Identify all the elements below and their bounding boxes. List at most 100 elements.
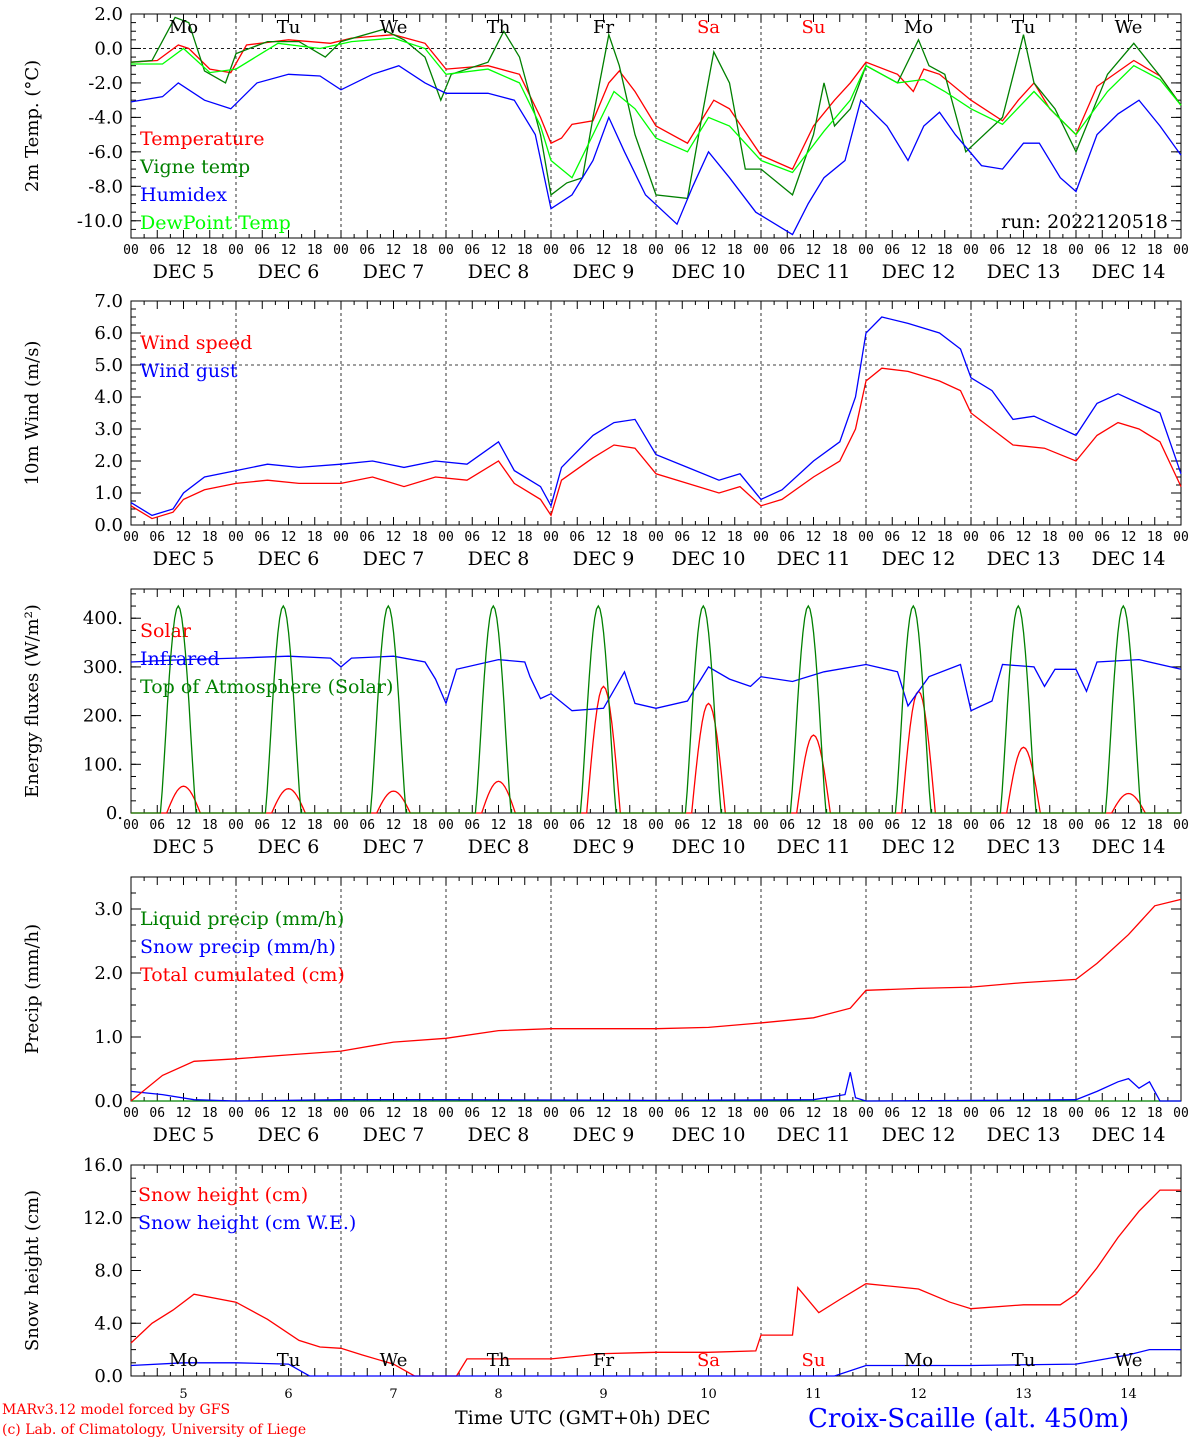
day-name: We bbox=[1115, 1350, 1143, 1371]
y-tick-label: 6.0 bbox=[94, 323, 123, 344]
hour-label: 06 bbox=[884, 243, 900, 258]
day-name: Sa bbox=[697, 1350, 720, 1371]
hour-label: 00 bbox=[438, 243, 454, 258]
date-label: DEC 11 bbox=[777, 548, 851, 570]
date-label: DEC 13 bbox=[987, 548, 1061, 570]
y-tick-label: 0.0 bbox=[94, 1091, 123, 1112]
hour-label: 18 bbox=[832, 243, 848, 258]
y-tick-label: -8.0 bbox=[88, 176, 123, 197]
date-label: DEC 14 bbox=[1092, 548, 1166, 570]
date-label: DEC 14 bbox=[1092, 836, 1166, 858]
hour-label: 06 bbox=[989, 1106, 1005, 1121]
date-label: DEC 9 bbox=[573, 261, 635, 283]
hour-label: 00 bbox=[963, 818, 979, 833]
date-label: DEC 8 bbox=[468, 261, 530, 283]
hour-label: 06 bbox=[359, 1106, 375, 1121]
legend-entry: Snow height (cm) bbox=[138, 1184, 308, 1206]
hour-label: 18 bbox=[1147, 243, 1163, 258]
date-label: DEC 11 bbox=[777, 1124, 851, 1146]
hour-label: 12 bbox=[1016, 243, 1032, 258]
hour-label: 06 bbox=[989, 530, 1005, 545]
hour-label: 00 bbox=[963, 1106, 979, 1121]
hour-label: 00 bbox=[543, 243, 559, 258]
y-tick-label: -2.0 bbox=[88, 73, 123, 94]
hour-label: 06 bbox=[569, 530, 585, 545]
date-label: DEC 5 bbox=[153, 836, 215, 858]
legend-entry: Liquid precip (mm/h) bbox=[140, 908, 344, 930]
hour-label: 12 bbox=[176, 530, 192, 545]
date-label: DEC 13 bbox=[987, 1124, 1061, 1146]
date-label: DEC 12 bbox=[882, 261, 956, 283]
hour-label: 00 bbox=[543, 1106, 559, 1121]
y-tick-label: 400. bbox=[83, 608, 123, 629]
hour-label: 00 bbox=[228, 243, 244, 258]
hour-label: 12 bbox=[281, 818, 297, 833]
date-label: DEC 9 bbox=[573, 836, 635, 858]
hour-label: 18 bbox=[1042, 243, 1058, 258]
hour-label: 18 bbox=[622, 1106, 638, 1121]
plot-frame bbox=[130, 588, 1182, 814]
hour-label: 06 bbox=[779, 530, 795, 545]
hour-label: 18 bbox=[307, 243, 323, 258]
day-number: 12 bbox=[910, 1387, 927, 1402]
hour-label: 00 bbox=[543, 818, 559, 833]
hour-label: 12 bbox=[806, 818, 822, 833]
y-axis-label: Energy fluxes (W/m²) bbox=[22, 604, 43, 798]
hour-label: 18 bbox=[937, 818, 953, 833]
y-tick-label: 300. bbox=[83, 657, 123, 678]
y-tick-label: 4.0 bbox=[94, 387, 123, 408]
hour-label: 12 bbox=[911, 1106, 927, 1121]
hour-label: 18 bbox=[937, 243, 953, 258]
hour-label: 18 bbox=[832, 1106, 848, 1121]
series-wind-speed bbox=[130, 367, 1182, 520]
date-label: DEC 8 bbox=[468, 548, 530, 570]
day-name: Mo bbox=[904, 1350, 933, 1371]
y-tick-label: 200. bbox=[83, 706, 123, 727]
hour-label: 12 bbox=[911, 530, 927, 545]
hour-label: 06 bbox=[674, 818, 690, 833]
hour-label: 06 bbox=[359, 818, 375, 833]
date-label: DEC 14 bbox=[1092, 261, 1166, 283]
hour-label: 00 bbox=[858, 818, 874, 833]
legend-entry: Wind speed bbox=[140, 332, 252, 354]
hour-label: 18 bbox=[1147, 818, 1163, 833]
date-label: DEC 12 bbox=[882, 1124, 956, 1146]
date-label: DEC 13 bbox=[987, 261, 1061, 283]
hour-label: 00 bbox=[228, 1106, 244, 1121]
hour-label: 06 bbox=[464, 818, 480, 833]
hour-label: 00 bbox=[333, 530, 349, 545]
day-number: 8 bbox=[494, 1387, 502, 1402]
day-number: 7 bbox=[389, 1387, 397, 1402]
day-number: 13 bbox=[1015, 1387, 1032, 1402]
hour-label: 18 bbox=[727, 530, 743, 545]
legend-entry: Solar bbox=[140, 620, 192, 642]
hour-label: 12 bbox=[1121, 1106, 1137, 1121]
hour-label: 12 bbox=[596, 530, 612, 545]
hour-label: 06 bbox=[674, 1106, 690, 1121]
y-tick-label: 2.0 bbox=[94, 963, 123, 984]
hour-label: 06 bbox=[779, 1106, 795, 1121]
hour-label: 06 bbox=[254, 530, 270, 545]
hour-label: 00 bbox=[1173, 243, 1189, 258]
day-number: 6 bbox=[284, 1387, 292, 1402]
panel-2: 7.0 6.0 5.0 4.0 3.0 2.0 1.0 0.0 10m Wind (m/s) Wi… bbox=[22, 291, 1189, 570]
date-label: DEC 5 bbox=[153, 261, 215, 283]
hour-label: 12 bbox=[176, 243, 192, 258]
hour-label: 18 bbox=[517, 1106, 533, 1121]
hour-label: 18 bbox=[307, 818, 323, 833]
date-label: DEC 10 bbox=[672, 836, 746, 858]
hour-label: 12 bbox=[701, 530, 717, 545]
hour-label: 00 bbox=[963, 243, 979, 258]
series-wind-gust bbox=[130, 316, 1182, 517]
date-label: DEC 6 bbox=[258, 836, 320, 858]
hour-label: 12 bbox=[281, 530, 297, 545]
hour-label: 06 bbox=[254, 1106, 270, 1121]
date-label: DEC 5 bbox=[153, 1124, 215, 1146]
hour-label: 06 bbox=[1094, 1106, 1110, 1121]
hour-label: 18 bbox=[517, 818, 533, 833]
hour-label: 18 bbox=[307, 530, 323, 545]
y-tick-label: -10.0 bbox=[77, 211, 123, 232]
date-label: DEC 10 bbox=[672, 548, 746, 570]
hour-label: 00 bbox=[228, 818, 244, 833]
hour-label: 06 bbox=[1094, 818, 1110, 833]
